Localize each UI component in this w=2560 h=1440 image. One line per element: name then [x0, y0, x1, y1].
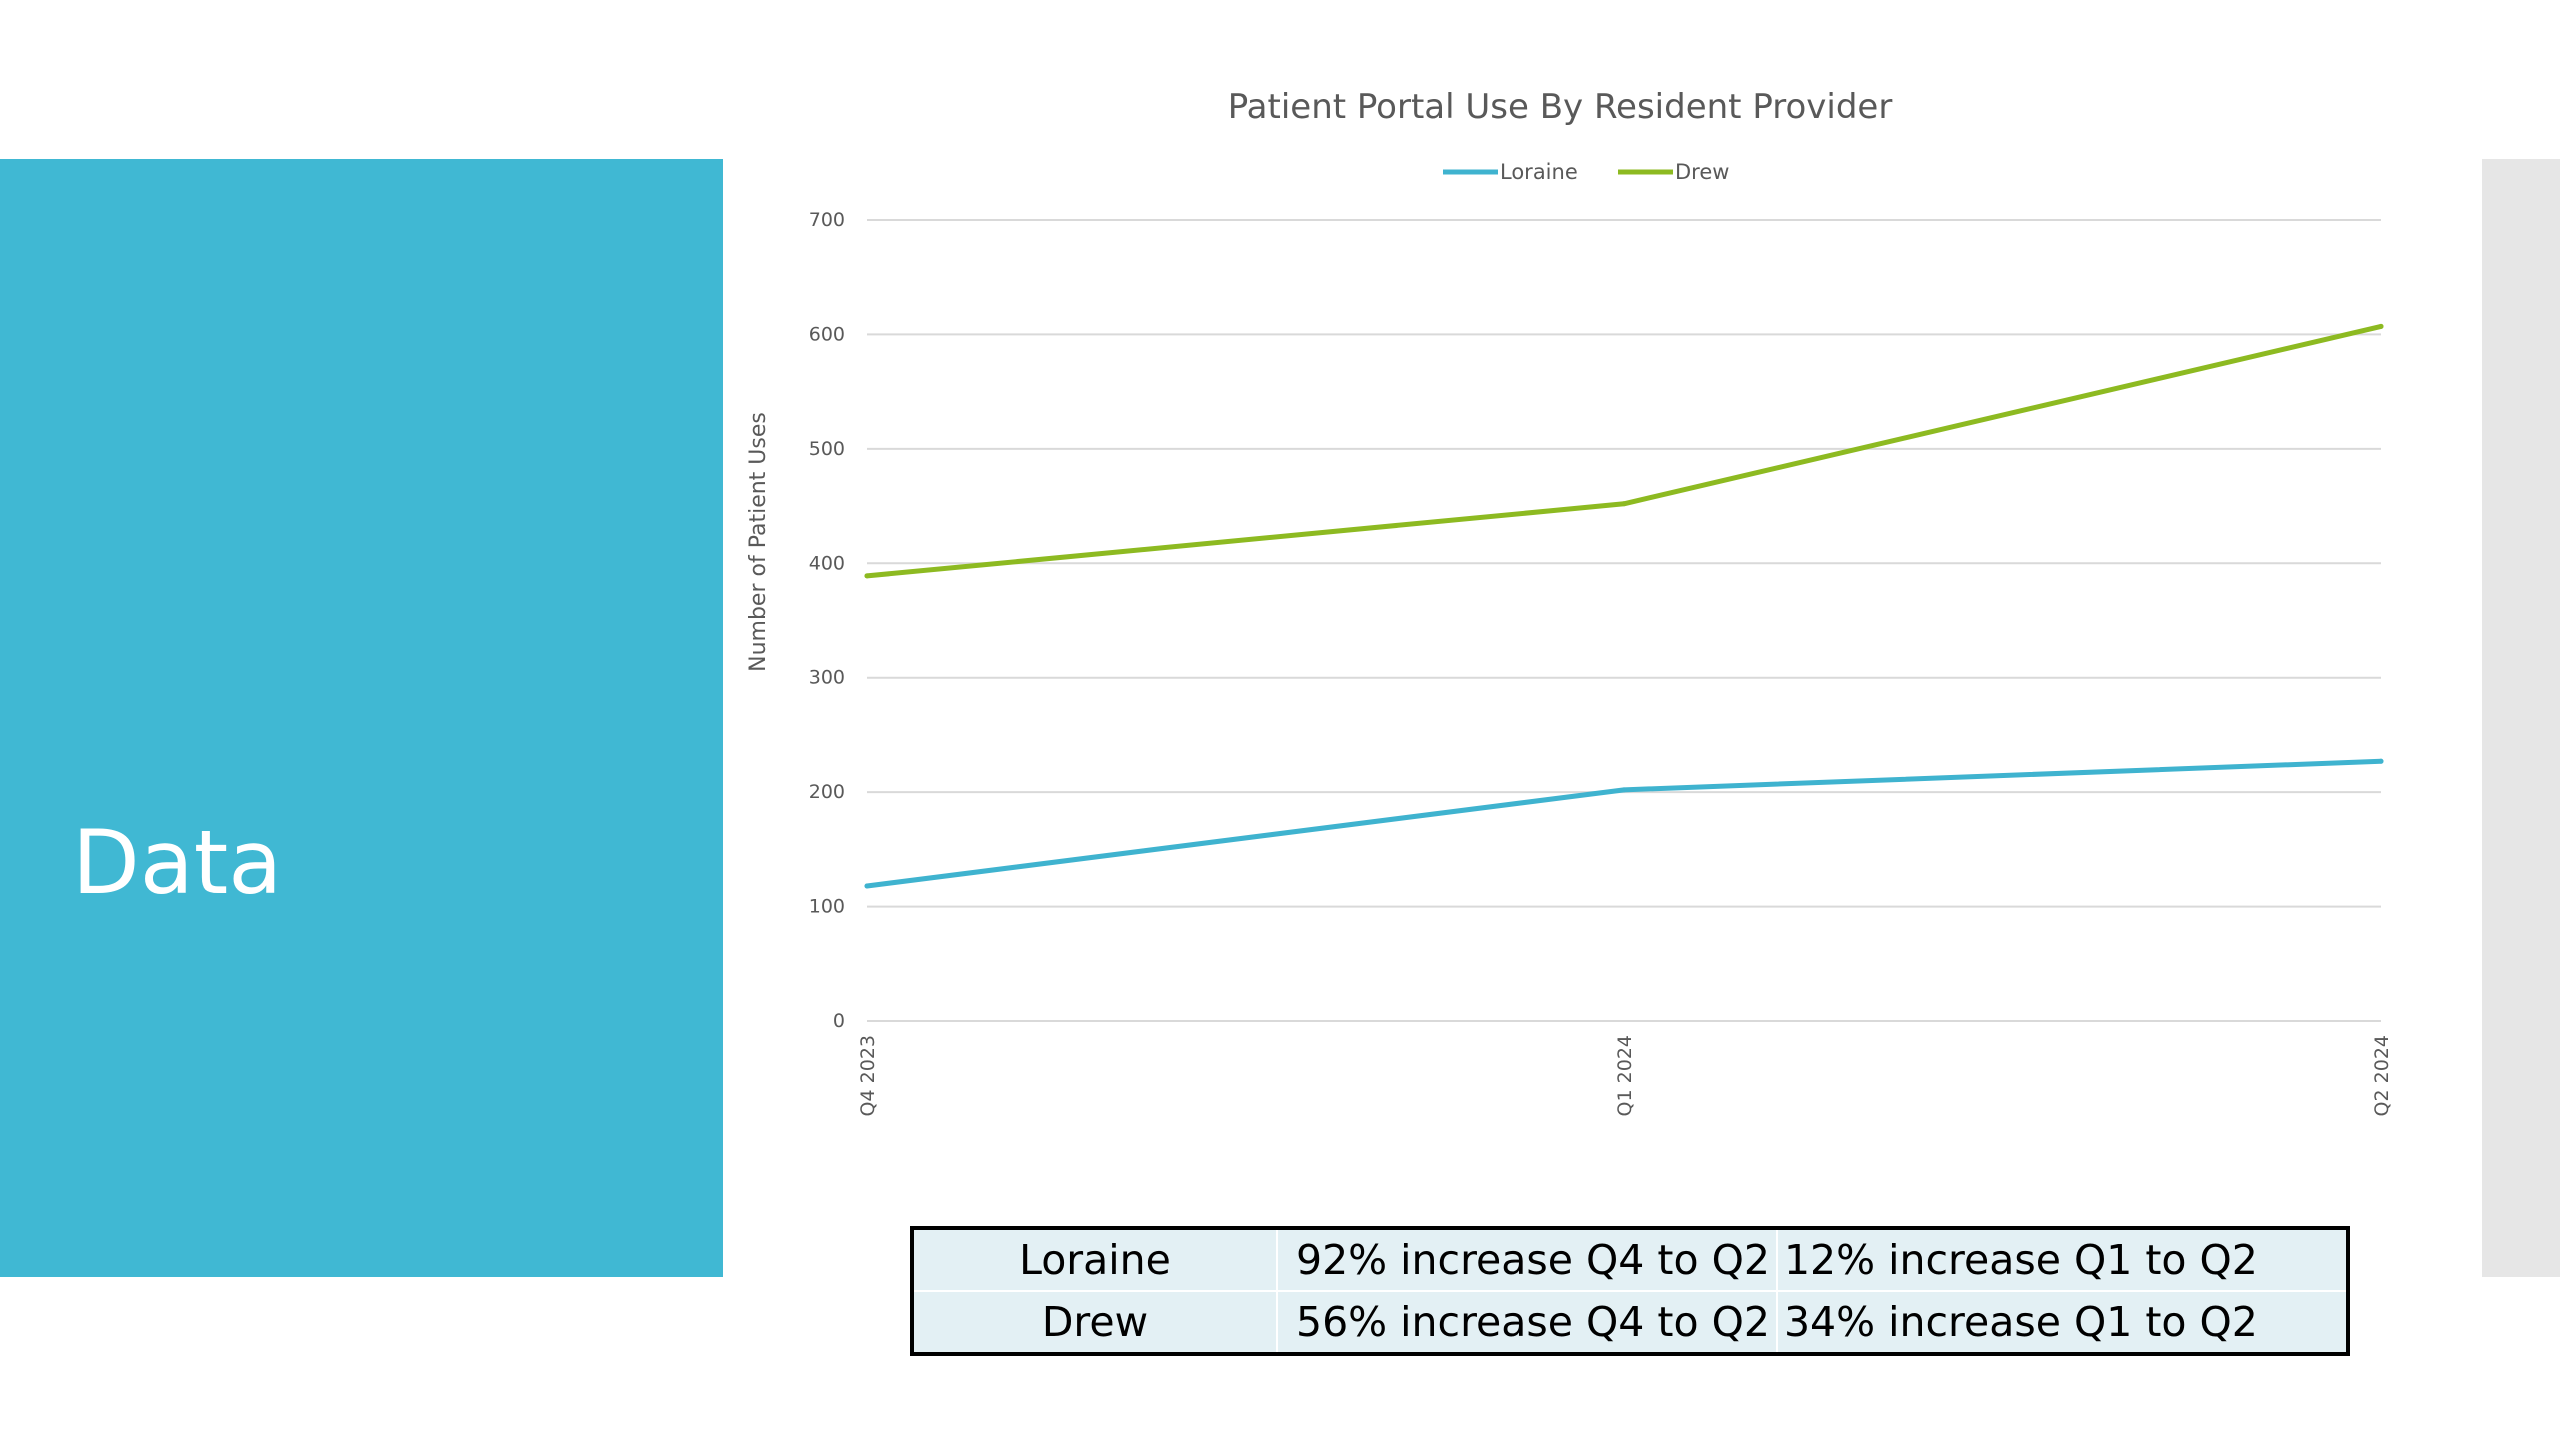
data-point: [864, 573, 870, 579]
y-tick-label: 500: [809, 438, 845, 460]
title-panel: Data: [0, 159, 723, 1277]
y-tick-label: 600: [809, 323, 845, 345]
data-point: [1621, 787, 1627, 793]
x-tick-label: Q1 2024: [1614, 1035, 1636, 1116]
q1-to-q2-stat: 12% increase Q1 to Q2: [1776, 1228, 2350, 1292]
y-tick-label: 300: [809, 667, 845, 689]
y-tick-label: 0: [833, 1010, 845, 1032]
y-tick-label: 200: [809, 781, 845, 803]
y-tick-label: 100: [809, 896, 845, 918]
y-tick-label: 400: [809, 552, 845, 574]
summary-table: Loraine 92% increase Q4 to Q2 12% increa…: [910, 1226, 2350, 1356]
line-chart: Patient Portal Use By Resident Provider …: [746, 87, 2393, 1116]
q1-to-q2-stat: 34% increase Q1 to Q2: [1776, 1291, 2350, 1355]
chart-title: Patient Portal Use By Resident Provider: [1228, 87, 1893, 127]
slide-title: Data: [72, 811, 283, 914]
row-name: Drew: [912, 1291, 1278, 1355]
table-row: Drew 56% increase Q4 to Q2 34% increase …: [912, 1291, 2350, 1355]
series-line-loraine: [864, 758, 2384, 889]
series-line-drew: [864, 323, 2384, 579]
data-point: [864, 883, 870, 889]
row-name: Loraine: [912, 1228, 1278, 1292]
y-tick-label: 700: [809, 209, 845, 231]
data-point: [2378, 758, 2384, 764]
chart-legend: Loraine Drew: [1443, 160, 1729, 184]
y-axis-title: Number of Patient Uses: [746, 412, 771, 672]
y-axis-ticks: 0 100 200 300 400 500 600 700: [809, 209, 845, 1032]
x-axis-ticks: Q4 2023 Q1 2024 Q2 2024: [857, 1035, 2393, 1116]
chart-gridlines: [867, 219, 2381, 1022]
legend-label: Loraine: [1500, 160, 1578, 184]
data-point: [1621, 501, 1627, 507]
q4-to-q2-stat: 92% increase Q4 to Q2: [1277, 1228, 1778, 1292]
data-point: [2378, 323, 2384, 329]
right-decor-strip: [2482, 159, 2560, 1277]
legend-label: Drew: [1675, 160, 1729, 184]
x-tick-label: Q2 2024: [2371, 1035, 2393, 1116]
x-tick-label: Q4 2023: [857, 1035, 879, 1116]
q4-to-q2-stat: 56% increase Q4 to Q2: [1277, 1291, 1778, 1355]
chart-series: [864, 323, 2384, 889]
table-row: Loraine 92% increase Q4 to Q2 12% increa…: [912, 1228, 2350, 1292]
